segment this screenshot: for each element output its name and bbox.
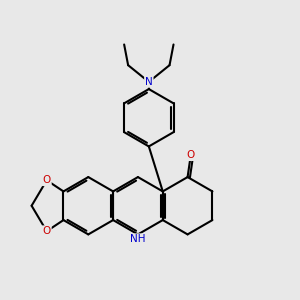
Text: O: O — [187, 150, 195, 160]
Text: NH: NH — [130, 234, 146, 244]
Text: N: N — [145, 77, 153, 87]
Text: O: O — [43, 175, 51, 185]
Text: O: O — [43, 226, 51, 236]
